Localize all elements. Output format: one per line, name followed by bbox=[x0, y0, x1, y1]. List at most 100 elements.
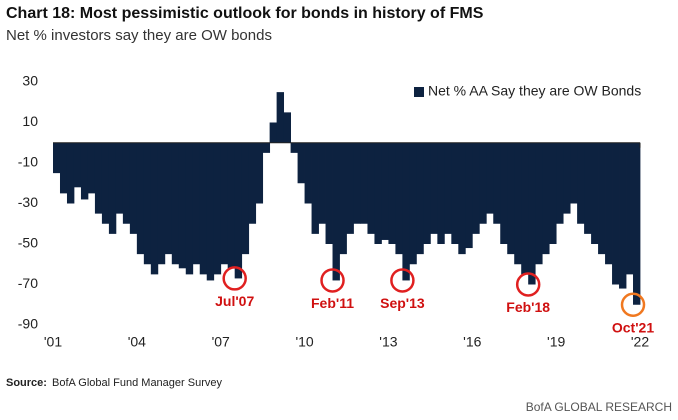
bar bbox=[143, 142, 152, 265]
chart-subtitle: Net % investors say they are OW bonds bbox=[6, 27, 272, 44]
bar bbox=[304, 142, 312, 204]
y-tick-label: -30 bbox=[18, 194, 38, 210]
x-tick-label: '07 bbox=[212, 334, 230, 350]
y-tick-label: -90 bbox=[18, 316, 38, 332]
bar bbox=[409, 142, 417, 265]
bar bbox=[570, 142, 578, 204]
bar bbox=[395, 142, 403, 255]
bar bbox=[521, 142, 529, 275]
bar bbox=[381, 142, 389, 240]
y-tick-label: 30 bbox=[22, 73, 38, 89]
bar bbox=[542, 142, 550, 255]
source-label: Source: bbox=[6, 377, 47, 389]
bar bbox=[451, 142, 459, 244]
bar bbox=[213, 142, 222, 275]
bar bbox=[59, 142, 68, 194]
bar bbox=[500, 142, 508, 244]
bar bbox=[199, 142, 208, 275]
bar bbox=[423, 142, 431, 244]
bar bbox=[493, 142, 501, 224]
bar bbox=[80, 142, 89, 200]
y-tick-label: 10 bbox=[22, 113, 38, 129]
bar bbox=[101, 142, 110, 224]
bar bbox=[283, 112, 291, 143]
bar bbox=[234, 142, 243, 279]
x-tick-label: '22 bbox=[631, 334, 649, 350]
bar bbox=[311, 142, 319, 234]
bar bbox=[633, 142, 641, 305]
y-tick-label: -10 bbox=[18, 154, 38, 170]
bar bbox=[598, 142, 606, 255]
bar bbox=[458, 142, 466, 255]
bar bbox=[479, 142, 487, 224]
bar bbox=[465, 142, 473, 249]
bar bbox=[115, 142, 124, 214]
bar bbox=[164, 142, 173, 255]
bar bbox=[472, 142, 480, 234]
bar bbox=[591, 142, 599, 244]
bar bbox=[108, 142, 117, 234]
bar bbox=[367, 142, 375, 234]
bar bbox=[549, 142, 557, 244]
bar bbox=[262, 142, 271, 153]
bar bbox=[269, 122, 278, 143]
bar bbox=[388, 142, 396, 244]
bar bbox=[94, 142, 103, 214]
bar bbox=[325, 142, 333, 244]
bar bbox=[437, 142, 445, 244]
x-tick-label: '04 bbox=[128, 334, 146, 350]
bar bbox=[122, 142, 131, 224]
bar bbox=[556, 142, 564, 224]
bar bbox=[430, 142, 438, 234]
bar bbox=[290, 142, 298, 153]
bar bbox=[507, 142, 515, 255]
bar bbox=[584, 142, 592, 234]
chart-title: Chart 18: Most pessimistic outlook for b… bbox=[6, 5, 484, 22]
bar bbox=[178, 142, 187, 269]
annotation-label: Feb'11 bbox=[311, 295, 354, 311]
annotation-circle bbox=[390, 268, 415, 293]
x-tick-label: '13 bbox=[379, 334, 397, 350]
bar bbox=[535, 142, 543, 265]
x-tick-label: '16 bbox=[463, 334, 481, 350]
bar bbox=[276, 92, 285, 143]
annotation-label: Oct'21 bbox=[612, 319, 654, 335]
x-tick-label: '10 bbox=[295, 334, 313, 350]
bar bbox=[157, 142, 166, 265]
source: BofA Global Fund Manager Survey bbox=[52, 377, 222, 389]
bar bbox=[486, 142, 494, 214]
bar bbox=[626, 142, 634, 275]
bar bbox=[73, 142, 82, 188]
bar bbox=[227, 142, 236, 269]
legend-label: Net % AA Say they are OW Bonds bbox=[428, 83, 641, 99]
bar bbox=[374, 142, 382, 244]
bar bbox=[605, 142, 613, 265]
annotation-label: Jul'07 bbox=[215, 293, 254, 309]
bar bbox=[241, 142, 250, 255]
y-tick-label: -50 bbox=[18, 235, 38, 251]
bar bbox=[332, 142, 340, 281]
annotation-circle bbox=[320, 268, 345, 293]
annotation-label: Feb'18 bbox=[506, 299, 550, 315]
bar bbox=[248, 142, 257, 224]
bar bbox=[136, 142, 145, 255]
bar bbox=[171, 142, 180, 265]
bar bbox=[185, 142, 194, 275]
bar bbox=[514, 142, 522, 265]
annotation-label: Sep'13 bbox=[380, 295, 425, 311]
bar bbox=[346, 142, 354, 234]
x-tick-label: '19 bbox=[547, 334, 565, 350]
annotation-circle bbox=[222, 266, 247, 291]
credit: BofA GLOBAL RESEARCH bbox=[526, 400, 672, 414]
bar bbox=[528, 142, 536, 285]
bar bbox=[416, 142, 424, 255]
bar bbox=[444, 142, 452, 234]
annotation-circle bbox=[620, 292, 646, 317]
bar bbox=[206, 142, 215, 281]
bar bbox=[53, 142, 61, 174]
bar bbox=[360, 142, 368, 224]
bar bbox=[66, 142, 75, 204]
bar bbox=[339, 142, 347, 255]
bar bbox=[612, 142, 620, 285]
